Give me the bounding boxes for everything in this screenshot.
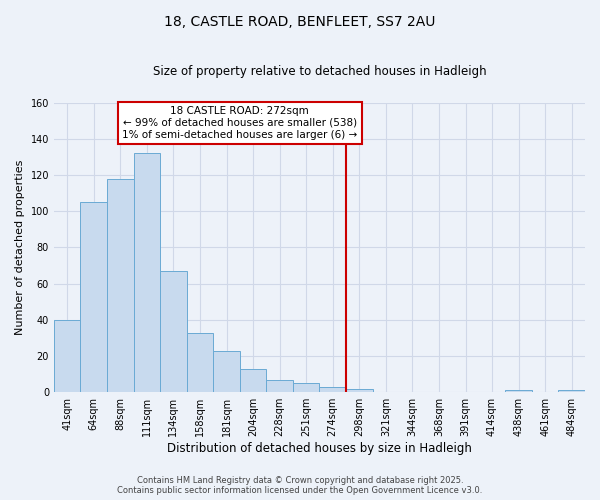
Bar (559, 390, 585, 392)
Bar (54, 320, 80, 392)
Bar (319, 387, 346, 392)
Bar (505, 390, 532, 392)
Bar (266, 380, 293, 392)
Bar (80, 202, 107, 392)
Bar (187, 332, 213, 392)
Text: 18, CASTLE ROAD, BENFLEET, SS7 2AU: 18, CASTLE ROAD, BENFLEET, SS7 2AU (164, 15, 436, 29)
Bar (107, 179, 134, 392)
Title: Size of property relative to detached houses in Hadleigh: Size of property relative to detached ho… (152, 65, 486, 78)
X-axis label: Distribution of detached houses by size in Hadleigh: Distribution of detached houses by size … (167, 442, 472, 455)
Bar (213, 350, 240, 392)
Bar (240, 368, 266, 392)
Bar (293, 383, 319, 392)
Y-axis label: Number of detached properties: Number of detached properties (15, 160, 25, 335)
Text: 18 CASTLE ROAD: 272sqm
← 99% of detached houses are smaller (538)
1% of semi-det: 18 CASTLE ROAD: 272sqm ← 99% of detached… (122, 106, 358, 140)
Bar (160, 271, 187, 392)
Bar (134, 154, 160, 392)
Text: Contains HM Land Registry data © Crown copyright and database right 2025.
Contai: Contains HM Land Registry data © Crown c… (118, 476, 482, 495)
Bar (346, 388, 373, 392)
